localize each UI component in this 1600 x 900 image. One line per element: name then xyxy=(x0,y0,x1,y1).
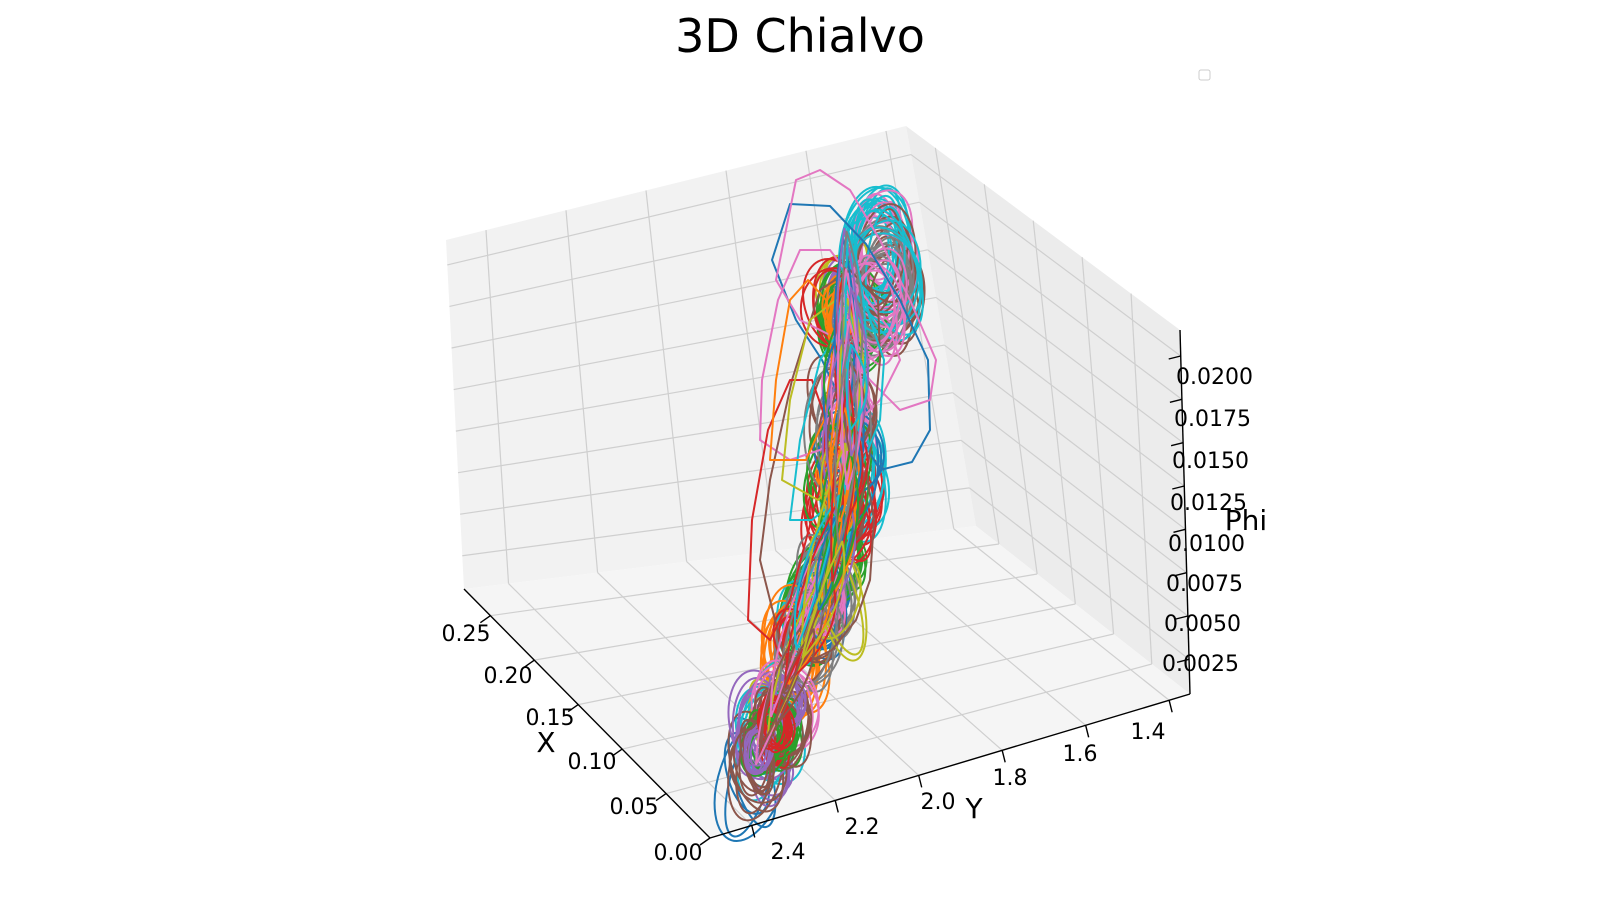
grid-line-z-wall-right xyxy=(968,487,1190,660)
trajectories xyxy=(713,169,937,843)
x-tick-label: 0.00 xyxy=(654,841,703,866)
chart-title: 3D Chialvo xyxy=(675,9,925,63)
z-tick-label: 0.0125 xyxy=(1170,491,1247,516)
grid-line-z-wall-right xyxy=(918,201,1183,400)
trajectory-loop xyxy=(775,169,937,411)
grid-line-z-wall-right xyxy=(910,154,1182,357)
y-tick-label: 2.4 xyxy=(771,840,806,865)
x-tick-mark xyxy=(611,748,623,757)
grid-line-z-wall-right xyxy=(935,296,1185,487)
y-tick-labels: 2.4 2.2 2.0 1.8 1.6 1.4 xyxy=(771,720,1166,865)
trajectory-band xyxy=(834,344,858,548)
y-tick-label: 1.4 xyxy=(1131,720,1166,745)
y-tick-mark xyxy=(751,825,756,838)
grid-line-x-wall xyxy=(1081,257,1115,635)
y-tick-label: 1.6 xyxy=(1063,742,1098,767)
y-tick-mark xyxy=(1168,700,1173,713)
trajectory-orbit xyxy=(763,695,788,754)
y-tick-mark xyxy=(834,800,839,813)
z-tick-mark xyxy=(1170,441,1184,447)
trajectory-band xyxy=(774,628,816,726)
trajectory-loop xyxy=(771,203,931,471)
grid-line-y-floor xyxy=(864,539,1087,726)
grid-line-z-wall-right xyxy=(952,392,1188,574)
z-tick-mark xyxy=(1175,615,1189,620)
grid-line-y-floor xyxy=(508,583,753,826)
y-axis-line xyxy=(709,693,1191,839)
x-axis-line xyxy=(463,588,711,839)
grid-line-x-floor xyxy=(622,633,1114,750)
x-tick-label: 0.20 xyxy=(484,664,533,689)
x-axis-label: X xyxy=(536,726,555,759)
trajectory-band xyxy=(840,318,863,491)
z-tick-labels: 0.0025 0.0050 0.0075 0.0100 0.0125 0.015… xyxy=(1162,365,1253,677)
x-tick-label: 0.10 xyxy=(568,750,617,775)
grid-line-y-wall xyxy=(485,230,510,584)
trajectory-band xyxy=(847,287,869,457)
z-tick-mark xyxy=(1168,355,1181,360)
axes xyxy=(463,329,1191,846)
x-tick-mark xyxy=(523,659,535,668)
legend-box xyxy=(1198,69,1211,81)
z-tick-label: 0.0150 xyxy=(1172,449,1249,474)
grid-line-z-wall-right xyxy=(943,344,1186,530)
grid-line-x-floor xyxy=(490,543,1000,617)
trajectory-orbit xyxy=(864,206,906,334)
z-tick-mark xyxy=(1176,658,1190,664)
z-tick-mark xyxy=(1174,571,1187,577)
grid-line-y-wall xyxy=(725,170,777,551)
z-tick-label: 0.0200 xyxy=(1176,365,1253,390)
trajectory-band xyxy=(845,343,868,431)
x-tick-label: 0.15 xyxy=(526,706,575,731)
z-tick-label: 0.0175 xyxy=(1174,407,1251,432)
trajectory-orbit xyxy=(756,698,792,749)
z-tick-mark xyxy=(1172,485,1185,490)
x-tick-mark xyxy=(567,704,579,713)
y-tick-label: 2.2 xyxy=(845,815,880,840)
trajectory-loop xyxy=(759,249,901,461)
z-tick-mark xyxy=(1169,398,1183,404)
grid-line-z-wall-left xyxy=(449,201,920,308)
grid-line-z-wall-right xyxy=(927,249,1184,444)
grid-line-x-wall xyxy=(983,184,1038,575)
z-tick-label: 0.0050 xyxy=(1164,612,1241,637)
y-tick-mark xyxy=(1084,725,1090,738)
x-tick-labels: 0.00 0.05 0.10 0.15 0.20 0.25 xyxy=(442,622,703,866)
x-tick-mark xyxy=(699,837,711,846)
z-tick-label: 0.0025 xyxy=(1162,652,1239,677)
trajectory-band xyxy=(801,540,846,660)
x-tick-mark xyxy=(655,792,667,802)
pane-back-right xyxy=(906,126,1190,694)
trajectory-orbit xyxy=(776,591,839,684)
y-tick-label: 2.0 xyxy=(921,790,956,815)
grid-line-z-wall-left xyxy=(447,153,912,266)
z-tick-label: 0.0100 xyxy=(1168,532,1245,557)
grid-line-y-wall xyxy=(645,190,688,562)
grid-line-y-floor xyxy=(953,528,1170,701)
y-tick-mark xyxy=(918,775,923,788)
grid-line-y-wall xyxy=(565,210,599,573)
grid-line-x-wall xyxy=(934,147,1000,545)
x-tick-label: 0.25 xyxy=(442,622,491,647)
x-tick-label: 0.05 xyxy=(610,795,659,820)
trajectory-loop xyxy=(769,279,833,461)
grid-line-x-wall xyxy=(1032,220,1076,605)
grid-line-z-wall-right xyxy=(960,439,1189,617)
grid-line-x-wall xyxy=(1130,293,1153,665)
y-tick-mark xyxy=(1001,750,1006,763)
z-tick-label: 0.0075 xyxy=(1166,572,1243,597)
x-tick-mark xyxy=(479,615,491,624)
z-axis-label: Phi xyxy=(1225,504,1267,537)
y-tick-label: 1.8 xyxy=(993,766,1028,791)
y-axis-label: Y xyxy=(964,792,983,825)
z-tick-mark xyxy=(1173,528,1186,534)
trajectory-band xyxy=(793,494,841,651)
z-axis-line xyxy=(1179,329,1191,695)
